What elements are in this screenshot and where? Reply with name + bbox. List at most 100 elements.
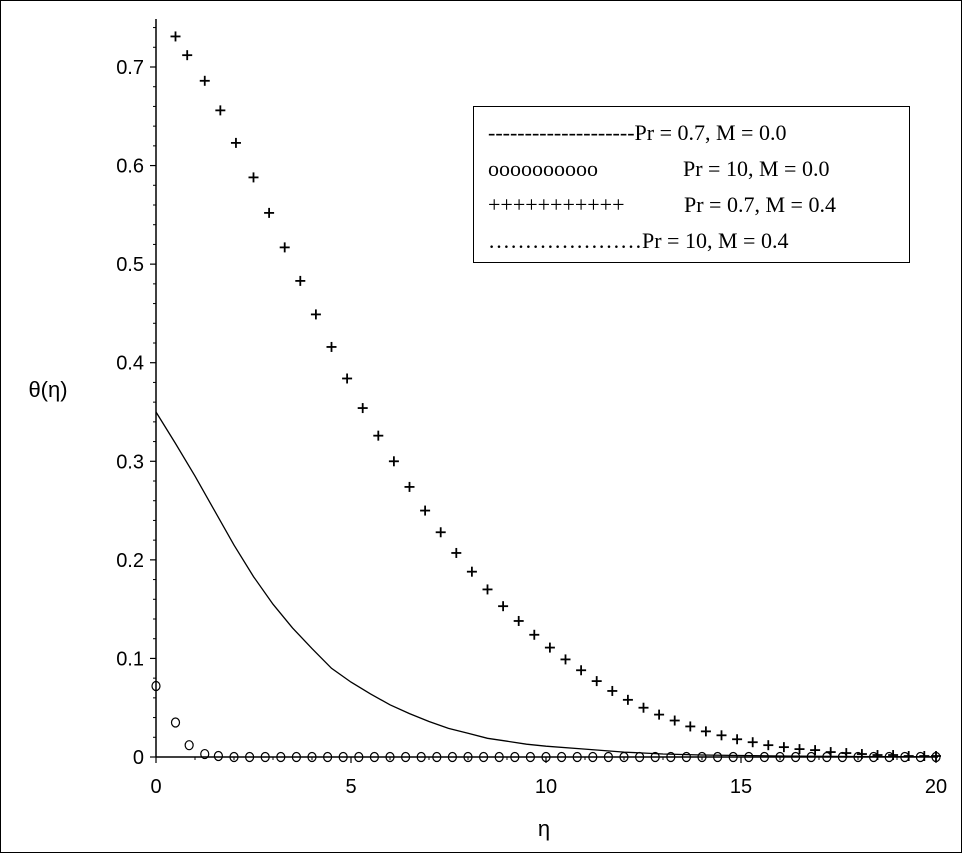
y-tick-label-0: 0 — [133, 747, 144, 769]
plus-point — [513, 615, 524, 626]
plus-point — [654, 709, 665, 720]
plus-point — [529, 629, 540, 640]
plus-point — [544, 642, 555, 653]
plus-point — [388, 456, 399, 467]
circle-point — [775, 751, 785, 763]
plus-point — [825, 747, 836, 758]
plus-point — [170, 31, 181, 42]
plus-point — [420, 505, 431, 516]
circle-point — [634, 751, 645, 763]
series-2 — [170, 31, 941, 762]
plus-point — [248, 172, 259, 183]
circle-point — [712, 751, 723, 763]
circle-point — [525, 751, 536, 763]
circle-point — [245, 751, 255, 763]
plus-point — [482, 584, 493, 595]
plus-point — [326, 341, 337, 352]
plus-point — [215, 105, 226, 116]
x-tick-label-4: 20 — [925, 776, 947, 798]
circle-point — [572, 751, 582, 763]
circle-point — [184, 740, 194, 751]
plus-point — [763, 740, 774, 751]
plus-point — [295, 275, 306, 286]
plus-point — [685, 721, 696, 732]
plus-point — [638, 702, 649, 713]
circle-point — [416, 751, 426, 763]
series-1 — [151, 680, 941, 763]
legend-label-0: Pr = 0.7, M = 0.0 — [634, 120, 787, 145]
plus-point — [888, 750, 899, 761]
circle-point — [447, 751, 457, 763]
plus-point — [199, 75, 210, 86]
circle-point — [494, 751, 504, 763]
circle-point — [213, 750, 223, 762]
plus-point — [404, 481, 415, 492]
legend-symbol-3: ………………… — [488, 228, 642, 253]
y-tick-label-2: 0.2 — [116, 550, 144, 572]
y-tick-label-1: 0.1 — [116, 648, 144, 670]
legend-label-3: Pr = 10, M = 0.4 — [642, 228, 789, 253]
y-tick-label-5: 0.5 — [116, 254, 144, 276]
circle-point — [200, 748, 210, 760]
legend: -------------------- Pr = 0.7, M = 0.0 o… — [473, 106, 910, 263]
circle-point — [323, 751, 333, 763]
plus-point — [373, 430, 384, 441]
legend-item-2: +++++++++++ Pr = 0.7, M = 0.4 — [488, 187, 899, 223]
circle-point — [479, 751, 489, 763]
plus-point — [357, 403, 368, 414]
circle-point — [541, 751, 551, 763]
circle-point — [354, 751, 364, 763]
plus-point — [498, 601, 509, 612]
circle-point — [619, 751, 629, 763]
plus-point — [342, 373, 353, 384]
plus-point — [466, 566, 477, 577]
legend-label-2: Pr = 0.7, M = 0.4 — [684, 192, 836, 217]
y-tick-label-7: 0.7 — [116, 57, 144, 79]
ticks: 0 5 10 15 20 0 0.1 0.2 0.3 0.4 0.5 0.6 0.7 — [116, 27, 947, 798]
circle-point — [369, 751, 379, 763]
circle-point — [806, 751, 816, 763]
plus-point — [747, 737, 758, 748]
y-tick-label-3: 0.3 — [116, 451, 144, 473]
circle-point — [432, 751, 442, 763]
y-axis-label: θ(η) — [28, 377, 67, 402]
circle-point — [697, 751, 707, 763]
plus-point — [591, 676, 602, 687]
x-tick-label-0: 0 — [150, 776, 161, 798]
plus-point — [182, 50, 193, 61]
legend-item-3: ………………… Pr = 10, M = 0.4 — [488, 223, 899, 259]
circle-point — [385, 751, 395, 763]
series-0 — [155, 411, 937, 758]
circle-point — [229, 751, 239, 763]
plus-point — [700, 726, 711, 737]
circle-point — [790, 751, 801, 763]
plus-point — [778, 742, 789, 753]
circle-point — [291, 751, 301, 763]
plus-point — [560, 654, 571, 665]
plus-point — [576, 665, 587, 676]
x-tick-label-1: 5 — [345, 776, 356, 798]
plus-point — [310, 309, 321, 320]
plus-point — [810, 745, 821, 756]
plus-point — [622, 694, 633, 705]
plus-point — [872, 750, 883, 761]
plus-point — [435, 527, 446, 538]
plus-point — [903, 751, 914, 762]
circle-point — [307, 751, 317, 763]
circle-point — [556, 751, 567, 763]
plus-point — [732, 734, 743, 745]
circle-point — [588, 751, 598, 763]
circle-point — [650, 751, 660, 763]
plus-point — [931, 751, 941, 762]
circle-point — [276, 751, 286, 763]
circle-point — [170, 717, 181, 728]
plus-point — [856, 749, 867, 760]
y-tick-label-6: 0.6 — [116, 156, 144, 178]
circle-point — [510, 751, 520, 763]
circle-point — [463, 751, 473, 763]
y-tick-label-4: 0.4 — [116, 353, 144, 375]
legend-symbol-2: +++++++++++ — [488, 192, 625, 217]
plus-point — [451, 547, 462, 558]
series-line-0 — [155, 411, 937, 758]
